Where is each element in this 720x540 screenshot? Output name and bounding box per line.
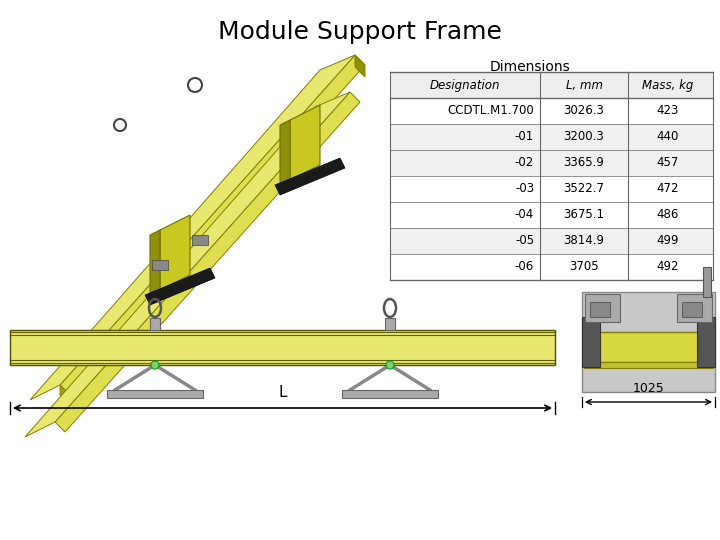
Text: Dimensions: Dimensions [490, 60, 570, 74]
Text: 3200.3: 3200.3 [564, 131, 604, 144]
Polygon shape [60, 385, 70, 405]
Bar [342, 390, 438, 398]
Text: 457: 457 [657, 157, 679, 170]
Bar [585, 294, 620, 322]
Bar [152, 260, 168, 270]
Bar [390, 150, 713, 176]
Text: L: L [278, 385, 287, 400]
Bar [390, 176, 713, 202]
Bar [390, 98, 713, 124]
Bar [677, 294, 712, 322]
Bar [590, 302, 610, 317]
Text: -06: -06 [515, 260, 534, 273]
Text: Mass, kg: Mass, kg [642, 78, 693, 91]
Bar [587, 332, 710, 362]
Text: 3522.7: 3522.7 [564, 183, 605, 195]
Text: 492: 492 [657, 260, 679, 273]
Text: 486: 486 [657, 208, 679, 221]
Text: -04: -04 [515, 208, 534, 221]
Polygon shape [25, 92, 350, 437]
Text: 472: 472 [657, 183, 679, 195]
Polygon shape [280, 120, 290, 185]
Polygon shape [150, 230, 160, 295]
Polygon shape [30, 55, 355, 400]
Bar [390, 228, 713, 254]
Circle shape [151, 361, 159, 369]
Text: -03: -03 [515, 183, 534, 195]
Text: CCDTL.M1.700: CCDTL.M1.700 [447, 105, 534, 118]
Text: -01: -01 [515, 131, 534, 144]
Bar [697, 317, 715, 367]
Bar [582, 317, 600, 367]
Bar [385, 318, 395, 330]
Text: -02: -02 [515, 157, 534, 170]
Bar [10, 330, 555, 365]
Polygon shape [355, 55, 365, 77]
Bar [682, 302, 702, 317]
Polygon shape [160, 215, 190, 290]
Polygon shape [290, 105, 320, 180]
Bar [703, 267, 711, 297]
Text: 440: 440 [657, 131, 679, 144]
Bar [390, 124, 713, 150]
Bar [390, 72, 713, 98]
Bar [390, 202, 713, 228]
Bar [582, 292, 715, 392]
Bar [107, 390, 203, 398]
Text: L, mm: L, mm [565, 78, 603, 91]
Text: Module Support Frame: Module Support Frame [218, 20, 502, 44]
Text: 423: 423 [657, 105, 679, 118]
Polygon shape [60, 55, 365, 395]
Text: 3365.9: 3365.9 [564, 157, 604, 170]
Polygon shape [145, 268, 215, 305]
Bar [192, 235, 208, 245]
Bar [150, 318, 160, 330]
Polygon shape [55, 92, 360, 432]
Bar [584, 362, 713, 368]
Text: 3814.9: 3814.9 [564, 234, 605, 247]
Text: 3026.3: 3026.3 [564, 105, 604, 118]
Text: Designation: Designation [430, 78, 500, 91]
Polygon shape [275, 158, 345, 195]
Text: 3705: 3705 [570, 260, 599, 273]
Text: 499: 499 [657, 234, 679, 247]
Bar [10, 330, 555, 365]
Bar [390, 254, 713, 280]
Text: -05: -05 [515, 234, 534, 247]
Text: 3675.1: 3675.1 [564, 208, 605, 221]
Circle shape [386, 361, 394, 369]
Text: 1025: 1025 [633, 382, 665, 395]
